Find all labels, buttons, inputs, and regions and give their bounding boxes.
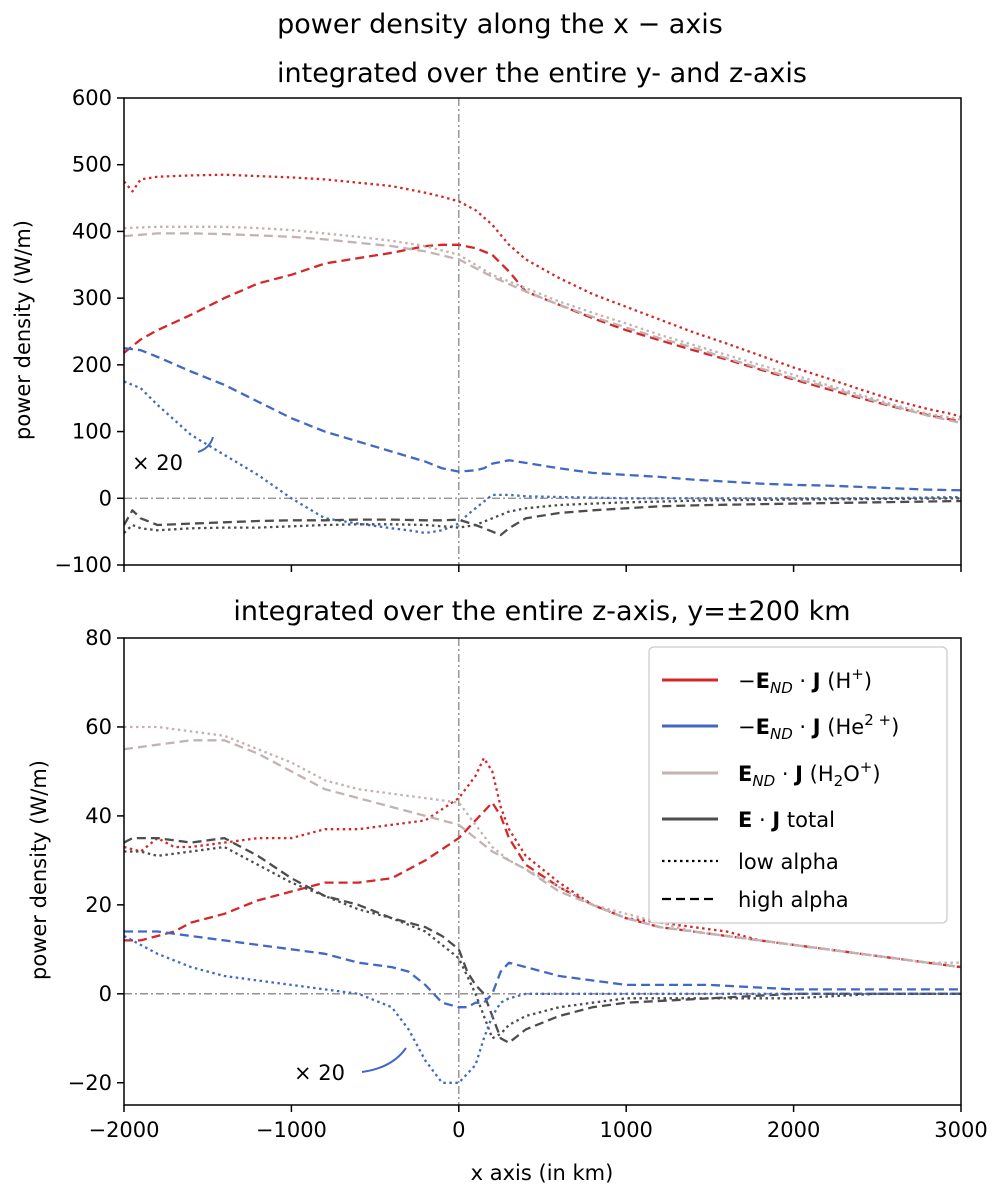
series-h2o-high-alpha: [124, 739, 961, 969]
series-he2-high-alpha: [124, 930, 961, 1009]
top-panel: −100 0 100 200 300 400 500 600: [54, 86, 962, 577]
y-tick-label: −20: [68, 1071, 112, 1095]
series-group: [124, 725, 961, 1084]
y-tick-label: 80: [85, 626, 112, 650]
y-tick-label: 40: [85, 804, 112, 828]
annotation-pointer: [361, 1047, 407, 1073]
y-tick-label: 300: [72, 286, 112, 310]
y-tick-label: 100: [72, 420, 112, 444]
top-subtitle: integrated over the entire y- and z-axis: [277, 58, 807, 89]
legend-label: −END · J (H+): [738, 665, 872, 697]
x-tick-label: 2000: [767, 1118, 820, 1142]
y-tick-label: 20: [85, 893, 112, 917]
series-total-high-alpha: [124, 836, 961, 1044]
legend-label: END · J (H2O+): [738, 758, 881, 790]
annotation-pointer: [197, 436, 214, 453]
y-tick-label: −100: [54, 553, 112, 577]
plot-frame: [123, 637, 962, 1106]
plot-frame: [123, 97, 962, 566]
legend-label: high alpha: [738, 888, 849, 912]
bottom-title: integrated over the entire z-axis, y=±20…: [233, 596, 850, 627]
x-tick-label: 3000: [934, 1118, 987, 1142]
y-tick-label: 500: [72, 153, 112, 177]
y-tick-label: 0: [99, 982, 112, 1006]
series-h-low-alpha: [124, 173, 961, 418]
bottom-panel: −20 0 20 40 60 80 −2000 −1000 0 1000 2000 3000 −END …: [68, 626, 988, 1142]
y-tick-label: 0: [99, 486, 112, 510]
legend-label: −END · J (He2 +): [738, 711, 899, 743]
legend: −END · J (H+) −END · J (He2 +) END · J (H2…: [648, 646, 948, 924]
legend-box: [648, 646, 948, 924]
series-group: [124, 173, 961, 537]
series-total-low-alpha: [124, 845, 961, 1040]
series-h-low-alpha: [124, 756, 961, 969]
bottom-ylabel: power density (W/m): [27, 760, 51, 980]
legend-label: E · J total: [738, 808, 835, 832]
series-h2o-low-alpha: [124, 225, 961, 421]
series-he2-low-alpha-x20-: [124, 380, 961, 535]
series-he2-low-alpha-x20-: [124, 934, 961, 1084]
series-he2-high-alpha: [124, 347, 961, 492]
series-h2o-high-alpha: [124, 232, 961, 425]
bottom-xlabel: x axis (in km): [471, 1161, 614, 1185]
legend-label: low alpha: [738, 850, 839, 874]
y-tick-label: 200: [72, 353, 112, 377]
bottom-annotation: × 20: [294, 1061, 345, 1085]
x-tick-label: −1000: [256, 1118, 327, 1142]
y-tick-label: 600: [72, 86, 112, 110]
series-e-j-total-high-alpha: [124, 499, 961, 537]
top-title: power density along the x − axis: [277, 9, 723, 40]
x-tick-label: −2000: [88, 1118, 159, 1142]
top-ylabel: power density (W/m): [11, 220, 35, 440]
x-tick-label: 0: [452, 1118, 465, 1142]
series-h-high-alpha: [124, 243, 961, 423]
y-tick-label: 60: [85, 715, 112, 739]
top-annotation: × 20: [132, 451, 183, 475]
y-tick-label: 400: [72, 219, 112, 243]
x-tick-label: 1000: [599, 1118, 652, 1142]
